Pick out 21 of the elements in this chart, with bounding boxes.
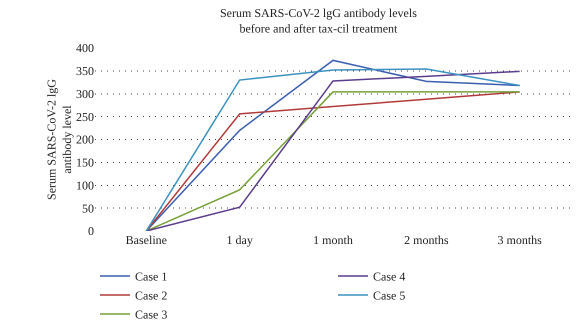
legend-label: Case 3 — [135, 308, 168, 322]
y-tick-label: 300 — [76, 86, 94, 101]
legend-label: Case 2 — [135, 288, 168, 303]
y-axis-title: Serum SARS-CoV-2 lgG antibody level — [44, 78, 74, 200]
y-tick-label: 150 — [76, 156, 94, 170]
legend-label: Case 4 — [373, 270, 406, 284]
y-tick-label: 50 — [82, 201, 94, 216]
x-tick-label: Baseline — [126, 233, 167, 247]
y-tick-label: 200 — [76, 132, 94, 147]
x-tick-label: 1 day — [226, 233, 253, 247]
x-tick-label: 1 month — [313, 233, 353, 247]
y-tick-label: 0 — [88, 224, 94, 238]
y-tick-label: 250 — [76, 110, 94, 124]
y-tick-label: 350 — [76, 64, 94, 78]
legend-label: Case 5 — [373, 288, 406, 303]
y-tick-label: 100 — [76, 178, 94, 192]
legend-label: Case 1 — [135, 270, 168, 284]
x-tick-label: 2 months — [404, 233, 449, 247]
y-tick-label: 400 — [76, 41, 94, 56]
x-tick-label: 3 months — [498, 233, 542, 247]
chart-title: Serum SARS-CoV-2 lgG antibody levels before and after tax-cil treatment — [220, 6, 418, 36]
